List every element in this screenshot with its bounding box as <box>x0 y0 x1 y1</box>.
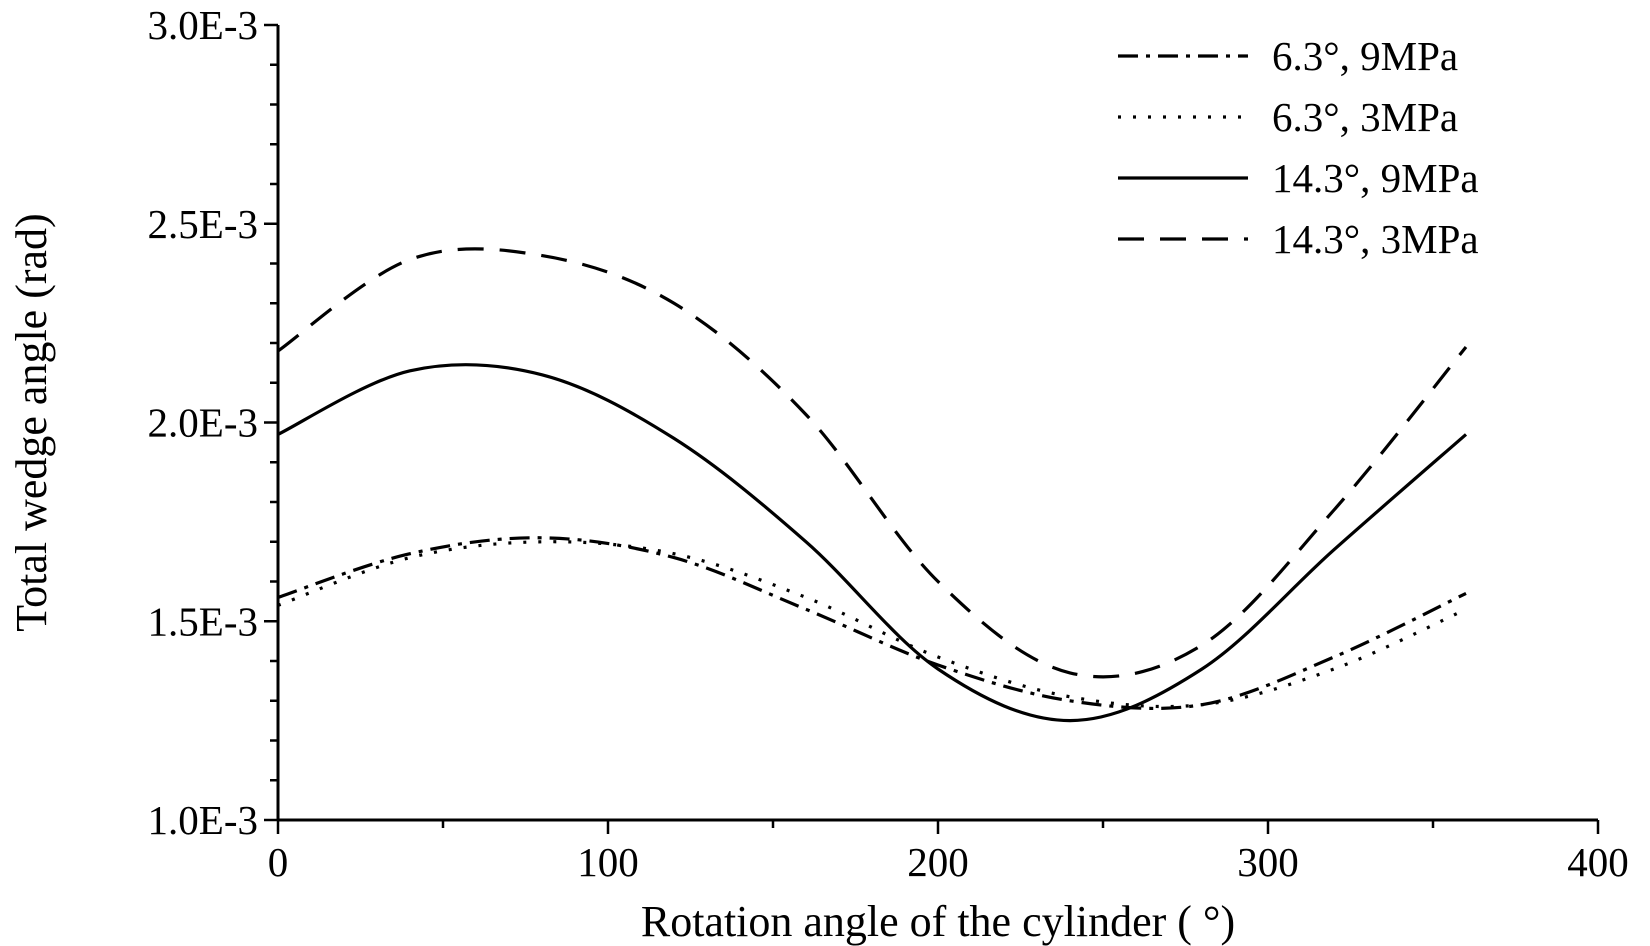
y-axis-title: Total wedge angle (rad) <box>7 213 56 631</box>
series-line-3 <box>277 363 1468 723</box>
legend-label-1: 6.3°, 9MPa <box>1272 33 1458 79</box>
legend: 6.3°, 9MPa 6.3°, 3MPa 14.3°, 9MPa 14.3°, 3M… <box>1118 33 1479 262</box>
x-ticks <box>276 820 1600 834</box>
series-line-1 <box>277 536 1467 710</box>
x-tick-label: 400 <box>1567 839 1629 885</box>
legend-label-3: 14.3°, 9MPa <box>1272 155 1479 201</box>
y-tick-labels: 1.0E-3 1.5E-3 2.0E-3 2.5E-3 3.0E-3 <box>148 2 258 843</box>
x-axis: 0 100 200 300 400 Rotation angle of the cyli… <box>268 818 1629 946</box>
x-tick-label: 100 <box>577 839 639 885</box>
y-tick-label: 2.0E-3 <box>148 400 258 446</box>
legend-label-2: 6.3°, 3MPa <box>1272 94 1458 140</box>
x-tick-label: 300 <box>1237 839 1299 885</box>
y-tick-label: 2.5E-3 <box>148 201 258 247</box>
y-ticks <box>264 23 278 822</box>
x-tick-label: 0 <box>268 839 289 885</box>
y-tick-label: 1.0E-3 <box>148 797 258 843</box>
legend-label-4: 14.3°, 3MPa <box>1272 216 1479 262</box>
x-tick-labels: 0 100 200 300 400 <box>268 839 1629 885</box>
y-tick-label: 1.5E-3 <box>148 598 258 644</box>
series-lines <box>277 247 1468 723</box>
series-line-4 <box>277 247 1468 679</box>
y-axis: 1.0E-3 1.5E-3 2.0E-3 2.5E-3 3.0E-3 Total wed… <box>7 2 280 843</box>
y-tick-label: 3.0E-3 <box>148 2 258 48</box>
x-axis-title: Rotation angle of the cylinder ( °) <box>641 897 1235 946</box>
series-line-2 <box>277 540 1467 709</box>
x-tick-label: 200 <box>907 839 969 885</box>
